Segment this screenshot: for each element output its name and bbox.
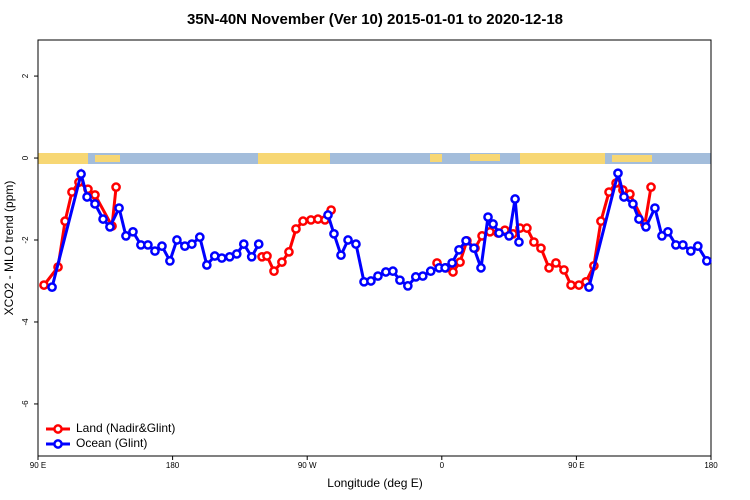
x-tick-label: 90 E [30,461,46,470]
data-point [650,203,660,213]
map-strip [38,153,711,164]
data-point [641,222,651,232]
data-point [39,280,49,290]
legend-marker [53,439,63,449]
data-point [646,182,656,192]
data-point [329,229,339,239]
data-point [262,251,272,261]
data-point [111,182,121,192]
data-point [201,260,212,270]
legend-marker [53,424,63,434]
data-point [114,203,124,213]
plot-frame [37,39,712,457]
data-point [488,219,498,229]
data-point [90,190,100,200]
data-point [373,271,383,281]
data-point [425,266,436,277]
x-tick-label: 180 [704,461,718,470]
data-point [98,214,108,224]
data-point [522,223,532,233]
data-point [194,232,205,242]
data-point [277,257,287,267]
data-point [619,192,629,202]
data-point [150,246,160,256]
data-point [417,271,428,281]
data-point [47,282,57,292]
data-point [544,263,554,273]
data-point [336,250,346,261]
data-point [504,231,514,241]
data-point [143,240,153,250]
data-point [483,212,493,222]
legend-label: Ocean (Glint) [76,436,147,450]
data-point [388,266,398,277]
data-point [536,243,546,254]
data-point [172,235,182,245]
y-tick-label: -6 [21,400,30,408]
x-tick-label: 180 [166,461,180,470]
data-point [343,235,353,245]
data-point [351,239,361,249]
data-point [596,216,606,227]
data-point [90,199,100,209]
data-point [685,246,696,256]
x-axis-label: Longitude (deg E) [327,476,422,490]
data-point [121,231,131,241]
data-point [284,247,294,257]
data-point [440,263,450,273]
data-point [510,194,520,204]
data-point [447,258,457,268]
data-point [269,266,279,277]
legend-label: Land (Nadir&Glint) [76,421,175,435]
data-point [584,282,594,292]
data-point [105,222,115,232]
x-tick-label: 90 W [298,461,317,470]
data-point [514,237,524,247]
data-point [238,239,249,249]
data-point [231,249,242,259]
x-tick-label: 0 [440,461,445,470]
data-point [187,239,197,249]
data-point [551,258,561,268]
data-point [366,276,376,286]
data-point [663,226,673,237]
data-point [128,226,138,237]
y-tick-label: 0 [21,155,30,160]
x-tick-label: 90 E [568,461,584,470]
data-point [613,168,623,179]
y-tick-label: -2 [21,236,30,244]
data-point [678,240,688,250]
data-point [559,265,569,275]
chart-title: 35N-40N November (Ver 10) 2015-01-01 to … [187,11,563,28]
data-point [246,251,257,262]
data-point [165,256,175,266]
data-point [157,241,167,252]
y-tick-label: 2 [21,73,30,78]
data-point [566,280,576,290]
data-point [476,263,486,273]
data-point [634,214,644,224]
data-point [403,281,413,291]
data-point [701,256,712,266]
data-point [76,169,86,179]
data-point [298,216,308,227]
data-point [455,257,465,267]
data-point [454,244,464,255]
y-tick-label: -4 [21,318,30,326]
data-point [323,210,333,220]
data-point [253,239,264,249]
data-point [82,192,92,202]
data-point [461,235,471,246]
data-point [291,224,301,234]
y-axis-label: XCO2 - MLO trend (ppm) [2,181,16,316]
data-point [448,267,458,277]
data-point [395,275,405,286]
data-point [628,199,638,209]
data-point [529,237,539,247]
data-point [494,228,504,238]
data-point [469,243,479,254]
data-point [216,253,227,263]
data-point [692,241,703,252]
